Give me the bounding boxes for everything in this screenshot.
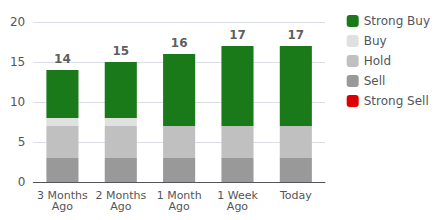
svg-text:1 Week: 1 Week [217,189,258,202]
svg-text:Today: Today [279,189,312,202]
svg-text:17: 17 [229,28,246,42]
svg-text:3 Months: 3 Months [37,189,88,202]
svg-text:Ago: Ago [110,200,132,213]
svg-text:15: 15 [112,44,129,58]
svg-text:20: 20 [10,15,25,29]
svg-text:Sell: Sell [364,74,386,88]
svg-text:Ago: Ago [169,200,191,213]
svg-text:0: 0 [18,175,26,189]
svg-text:Buy: Buy [364,34,387,48]
svg-text:16: 16 [171,36,188,50]
svg-text:1 Month: 1 Month [156,189,202,202]
svg-text:14: 14 [54,52,71,66]
svg-text:10: 10 [10,95,25,109]
svg-text:Hold: Hold [364,54,391,68]
svg-text:Ago: Ago [227,200,249,213]
svg-text:Strong Sell: Strong Sell [364,94,429,108]
svg-text:17: 17 [287,28,304,42]
svg-text:Strong Buy: Strong Buy [364,14,430,28]
svg-text:Ago: Ago [52,200,74,213]
svg-text:15: 15 [10,55,25,69]
svg-text:2 Months: 2 Months [95,189,147,202]
svg-text:5: 5 [18,135,26,149]
